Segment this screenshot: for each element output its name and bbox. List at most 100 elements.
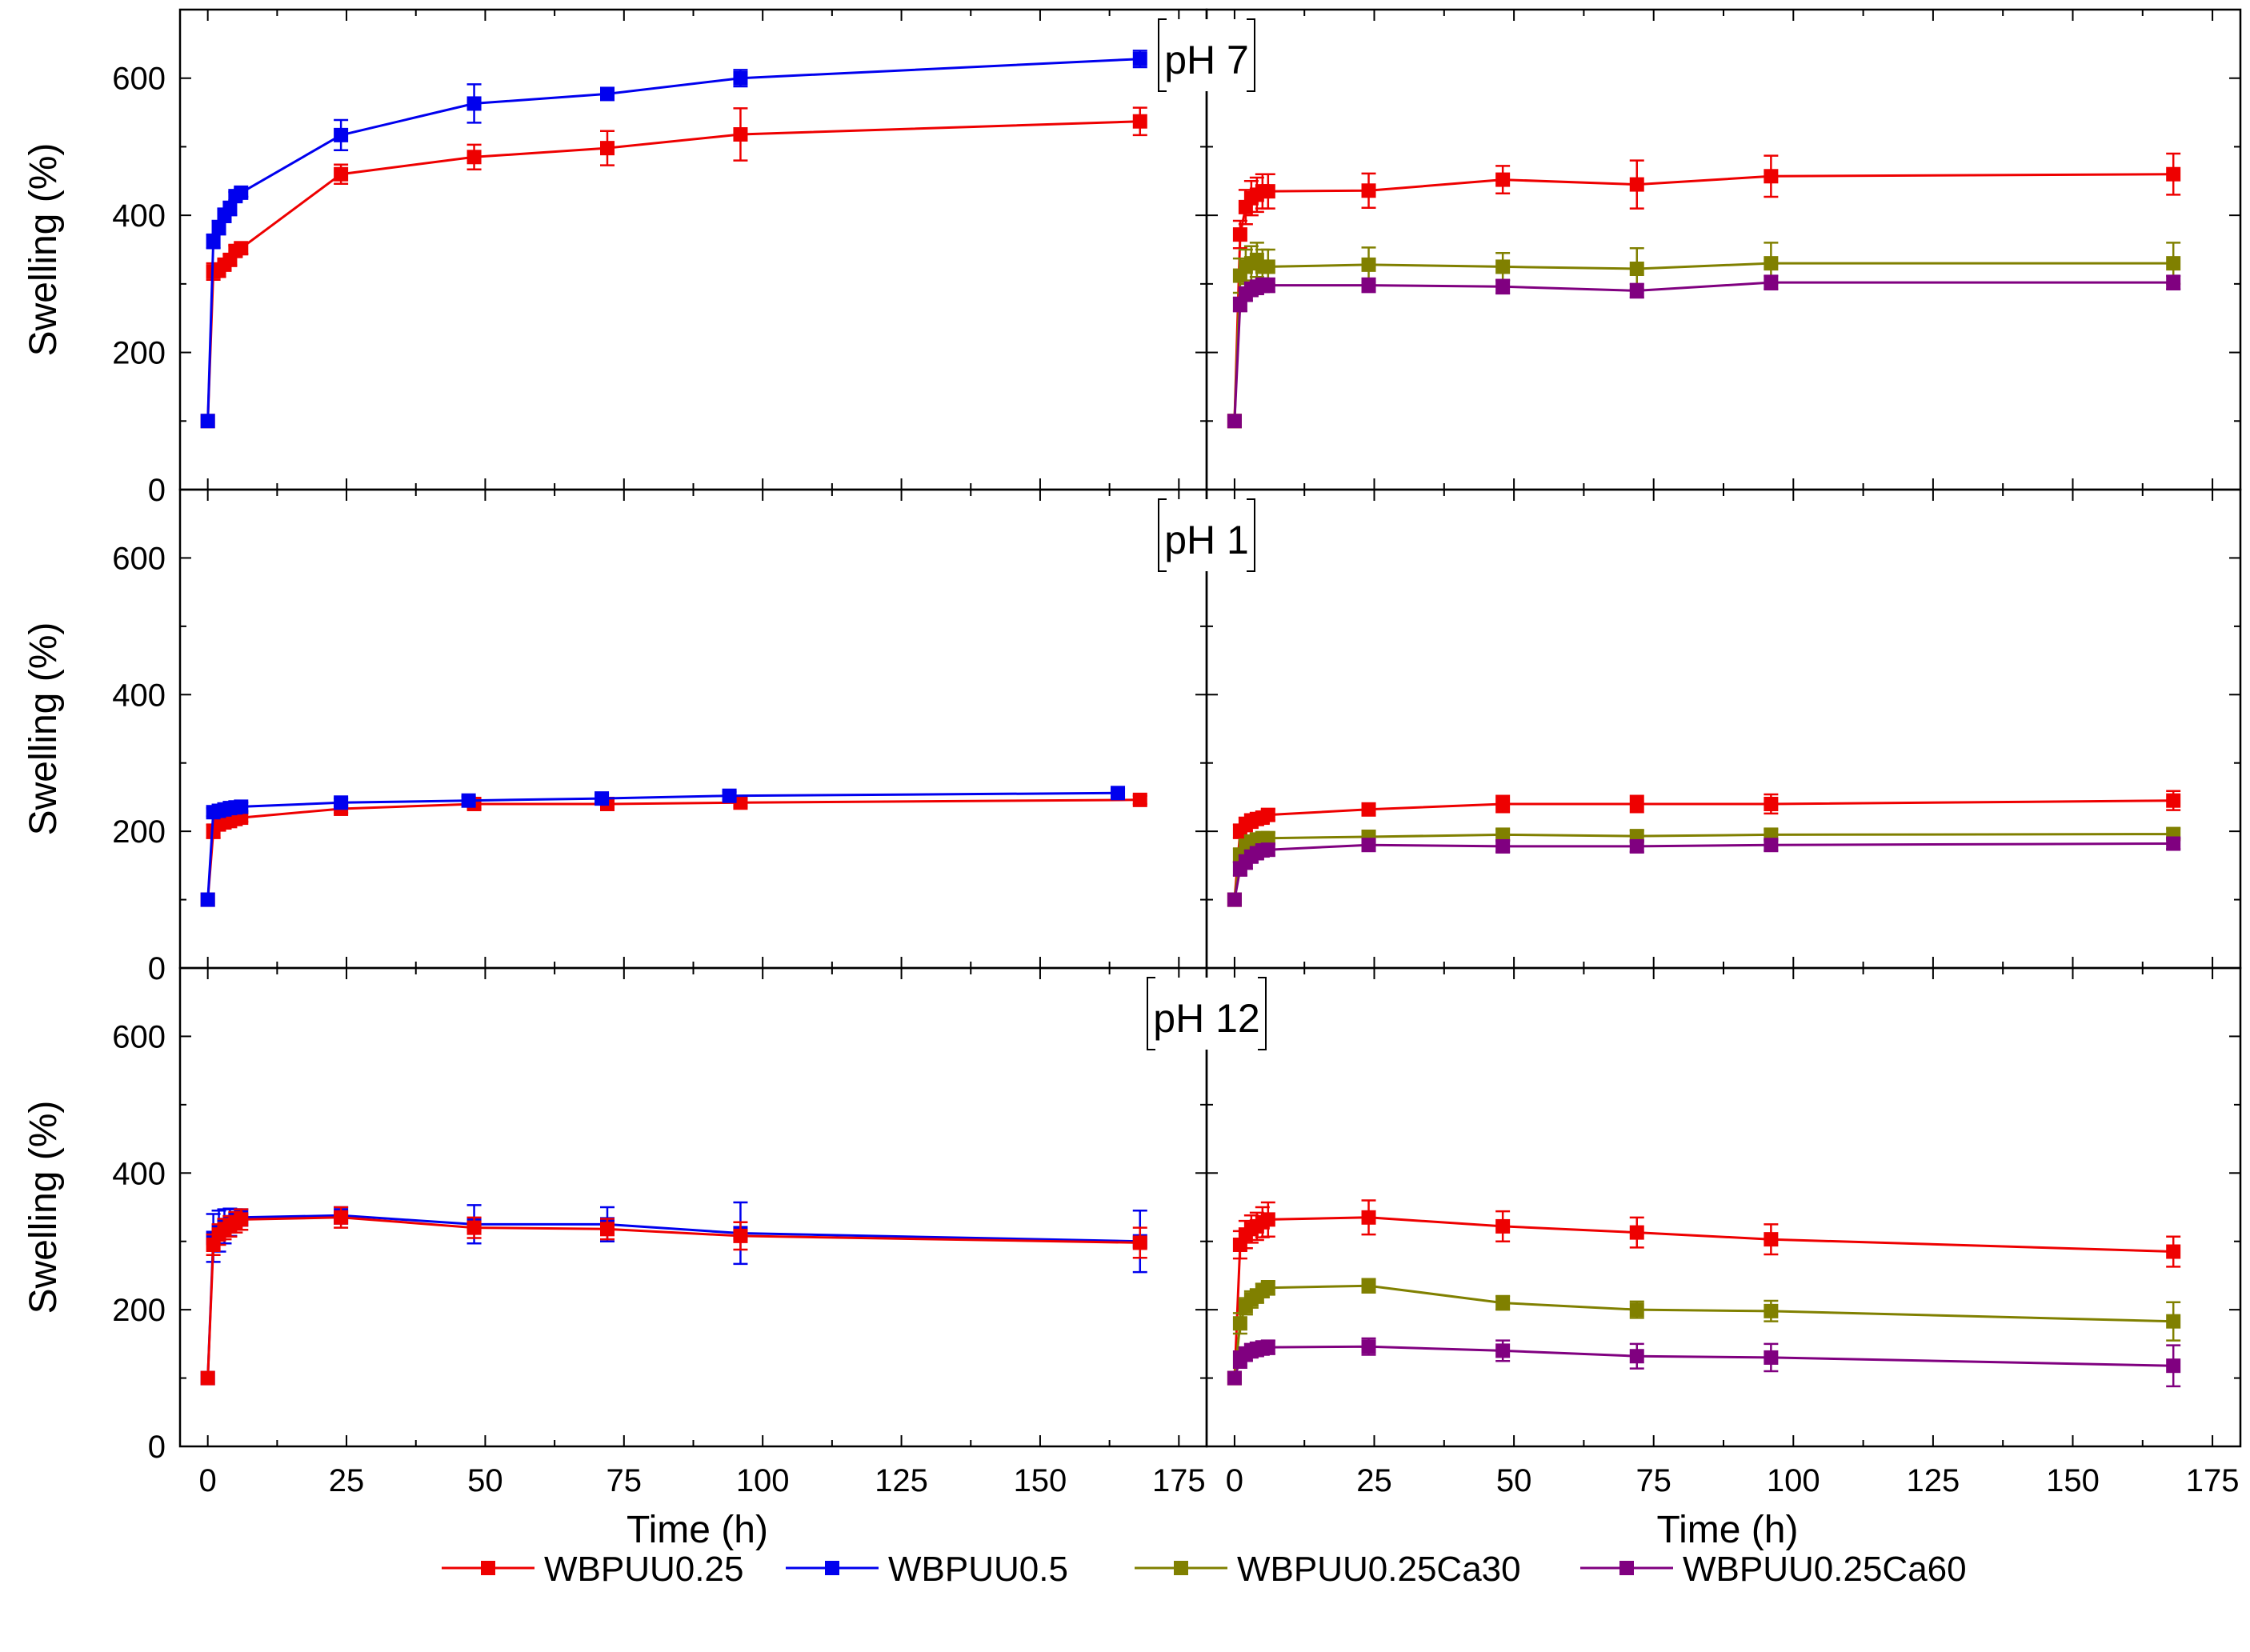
panel-2-0-line-wbpuu0-25 <box>206 1216 1140 1378</box>
panel-2-0-ytick-label: 400 <box>112 1156 166 1191</box>
panel-2-0-ylabel: Swelling (%) <box>22 1101 65 1314</box>
panel-0-0-ytick-label: 600 <box>112 62 166 97</box>
panel-2-1-point-wbpuu0-25ca60 <box>2166 1358 2181 1374</box>
panel-0-0-ytick-label: 0 <box>148 473 166 508</box>
panel-0-1-point-wbpuu0-25ca60 <box>1361 278 1376 293</box>
panel-2-0-label-bracket-right <box>1258 977 1267 1050</box>
panel-2-1-xtick-label: 0 <box>1226 1463 1243 1498</box>
legend-item-wbpuu0-5: WBPUU0.5 <box>786 1550 1068 1589</box>
panel-0-1-line-wbpuu0-25ca60 <box>1233 281 2174 422</box>
panel-0-1-point-wbpuu0-25 <box>1764 169 1779 184</box>
panel-2-0-xtick-label: 100 <box>736 1463 790 1498</box>
panel-1-1-point-wbpuu0-25 <box>1361 802 1376 817</box>
legend-item-wbpuu0-25: WBPUU0.25 <box>442 1550 743 1589</box>
panel-1-1-frame <box>1205 488 2242 970</box>
legend-marker-wbpuu0-25ca60 <box>1619 1561 1634 1575</box>
panel-2-1-xtick-label: 50 <box>1496 1463 1532 1498</box>
panel-1-0-point-wbpuu0-5 <box>722 788 737 803</box>
panel-2-0-xtick-label: 0 <box>199 1463 217 1498</box>
panel-2-0-point-wbpuu0-25 <box>733 1228 748 1243</box>
panel-2-1-xtick-label: 75 <box>1635 1463 1671 1498</box>
panel-2-1-point-wbpuu0-25ca30 <box>1232 1316 1247 1331</box>
panel-0-1-point-wbpuu0-25 <box>1361 183 1376 198</box>
panel-2-0-ytick-label: 200 <box>112 1293 166 1328</box>
panel-2-0-point-wbpuu0-25 <box>466 1220 482 1235</box>
panel-0-0-line-wbpuu0-25 <box>206 120 1140 422</box>
panel-1-0-series-wbpuu0-5 <box>200 786 1126 907</box>
panel-1-0-point-wbpuu0-5 <box>200 892 215 907</box>
panel-1-1-point-wbpuu0-25 <box>2166 793 2181 808</box>
panel-0-0-label-bracket-left <box>1158 18 1167 92</box>
panel-0-0-series-wbpuu0-25 <box>200 106 1147 429</box>
panel-0-0-point-wbpuu0-5 <box>206 234 221 249</box>
panel-2-0-xtick-label: 175 <box>1152 1463 1206 1498</box>
panel-0-0-ytick-label: 400 <box>112 198 166 234</box>
panel-0-1-point-wbpuu0-25 <box>2166 166 2181 182</box>
panel-0-0-point-wbpuu0-5 <box>334 127 349 142</box>
panel-2-0-xtick-label: 75 <box>607 1463 643 1498</box>
panel-1-1-point-wbpuu0-25ca60 <box>2166 836 2181 851</box>
panel-2-1-point-wbpuu0-25 <box>1361 1210 1376 1225</box>
panel-2-1-point-wbpuu0-25 <box>1764 1232 1779 1247</box>
panel-2-1-point-wbpuu0-25 <box>1260 1212 1275 1227</box>
panel-0-1-point-wbpuu0-25ca30 <box>1361 257 1376 272</box>
panel-0-0-point-wbpuu0-5 <box>200 414 215 429</box>
panel-2-1-point-wbpuu0-25 <box>2166 1244 2181 1259</box>
panel-2-0-label-box <box>1147 978 1266 1050</box>
panel-2-0-point-wbpuu0-25 <box>600 1222 615 1237</box>
panel-0-0-label-box <box>1159 19 1255 91</box>
panel-2-1-series-wbpuu0-25ca60 <box>1227 1337 2181 1388</box>
panel-1-1-point-wbpuu0-25 <box>1495 796 1511 811</box>
panel-0-0-ph-label: pH 7 <box>1164 38 1249 82</box>
panel-0-1-point-wbpuu0-25ca30 <box>1629 262 1644 276</box>
panel-2-1-line-wbpuu0-25ca30 <box>1233 1284 2174 1378</box>
panel-0-1-series-wbpuu0-25ca60 <box>1227 274 2181 429</box>
panel-2-1-point-wbpuu0-25 <box>1629 1225 1644 1240</box>
panel-2-1-point-wbpuu0-25ca60 <box>1260 1340 1275 1355</box>
panel-0-1-point-wbpuu0-25ca60 <box>1260 278 1275 293</box>
panel-0-0-label-bracket-right <box>1247 18 1255 92</box>
panel-1-0-label-box <box>1159 499 1255 571</box>
legend-label-wbpuu0-5: WBPUU0.5 <box>888 1550 1068 1589</box>
panel-0-1-series-wbpuu0-25 <box>1227 152 2181 429</box>
panel-0-1-line-wbpuu0-25 <box>1233 173 2174 422</box>
panel-2-0-xtick-label: 150 <box>1014 1463 1067 1498</box>
panel-2-1-point-wbpuu0-25ca60 <box>1227 1370 1242 1386</box>
panel-0-1-point-wbpuu0-25ca60 <box>2166 275 2181 290</box>
panel-0-1-point-wbpuu0-25ca60 <box>1495 279 1511 294</box>
panel-1-1-point-wbpuu0-25ca30 <box>1260 830 1275 846</box>
panel-1-0-point-wbpuu0-25 <box>1132 792 1147 807</box>
panel-1-1-point-wbpuu0-25 <box>1629 796 1644 811</box>
panel-1-1-point-wbpuu0-25ca60 <box>1260 842 1275 858</box>
panel-1-1-point-wbpuu0-25 <box>1764 796 1779 811</box>
panel-2-0-ph-label: pH 12 <box>1153 996 1259 1041</box>
panel-1-0-ph-label: pH 1 <box>1164 518 1249 562</box>
panel-2-0-xtick-label: 50 <box>467 1463 503 1498</box>
panel-1-1-series-wbpuu0-25 <box>1227 790 2181 907</box>
panel-2-1-xtick-label: 150 <box>2046 1463 2100 1498</box>
panel-2-1-point-wbpuu0-25ca30 <box>1764 1303 1779 1318</box>
panel-0-1-point-wbpuu0-25ca60 <box>1629 283 1644 298</box>
panel-0-1-point-wbpuu0-25ca30 <box>1495 259 1511 274</box>
panel-2-1-point-wbpuu0-25ca30 <box>1629 1302 1644 1318</box>
panel-2-1-point-wbpuu0-25ca30 <box>2166 1314 2181 1329</box>
panel-1-1-point-wbpuu0-25ca60 <box>1629 838 1644 854</box>
panel-2-1-frame <box>1205 966 2242 1448</box>
panel-2-0-point-wbpuu0-25 <box>234 1212 249 1227</box>
panel-1-0-ytick-label: 200 <box>112 814 166 850</box>
panel-0-0-point-wbpuu0-5 <box>222 201 238 216</box>
panel-1-0-point-wbpuu0-5 <box>234 799 249 814</box>
panel-2-0-xtick-label: 25 <box>329 1463 365 1498</box>
panel-0-0-ytick-label: 200 <box>112 336 166 371</box>
panel-2-1-point-wbpuu0-25ca60 <box>1629 1349 1644 1364</box>
panel-0-0-point-wbpuu0-25 <box>1132 114 1147 129</box>
panel-0-1-point-wbpuu0-25ca60 <box>1227 414 1242 429</box>
panel-1-0-point-wbpuu0-25 <box>733 795 748 810</box>
panel-0-1-point-wbpuu0-25ca60 <box>1764 275 1779 290</box>
panel-0-0-ylabel: Swelling (%) <box>22 143 65 357</box>
panel-2-1-point-wbpuu0-25 <box>1495 1218 1511 1234</box>
panel-2-1-point-wbpuu0-25ca60 <box>1764 1350 1779 1365</box>
panel-1-1-point-wbpuu0-25ca60 <box>1495 838 1511 854</box>
panel-0-0-point-wbpuu0-5 <box>1132 51 1147 66</box>
panel-1-0-point-wbpuu0-5 <box>595 791 610 806</box>
